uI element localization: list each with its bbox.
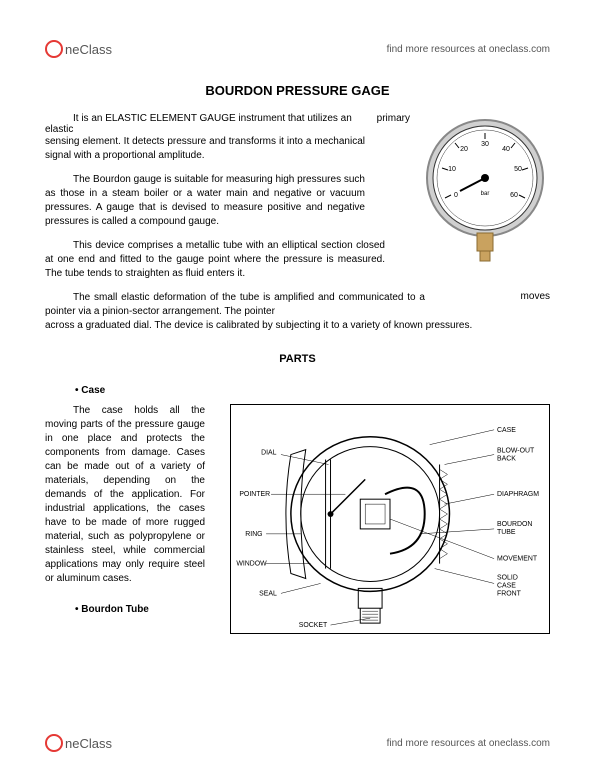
label-solid: SOLID CASE FRONT (497, 574, 522, 597)
paragraph-2: The Bourdon gauge is suitable for measur… (45, 173, 365, 229)
parts-subtitle: PARTS (45, 353, 550, 365)
logo-text: neClass (65, 42, 112, 57)
label-movement: MOVEMENT (497, 556, 538, 563)
paragraph-4-line: The small elastic deformation of the tub… (45, 291, 550, 319)
bullet-case: Case (75, 385, 550, 396)
gauge-tick-label: 20 (460, 146, 468, 153)
gauge-tick-label: 30 (481, 141, 489, 148)
paragraph-3: This device comprises a metallic tube wi… (45, 239, 385, 281)
label-bourdon: BOURDON TUBE (497, 521, 534, 536)
page-title: BOURDON PRESSURE GAGE (45, 83, 550, 98)
label-blowout: BLOW-OUT BACK (497, 448, 536, 463)
parts-section: The case holds all the moving parts of t… (45, 404, 550, 586)
paragraph-1-rest: sensing element. It detects pressure and… (45, 135, 365, 163)
footer-link[interactable]: find more resources at oneclass.com (387, 738, 550, 749)
label-pointer: POINTER (239, 491, 270, 498)
gauge-tick-label: 10 (448, 166, 456, 173)
page-footer: neClass find more resources at oneclass.… (45, 734, 550, 752)
logo: neClass (45, 40, 112, 58)
parts-diagram: CASE DIAL BLOW-OUT BACK POINTER DIAPHRAG… (230, 404, 550, 634)
para4-part-a: The small elastic deformation of the tub… (45, 291, 425, 319)
gauge-illustration: 30 20 40 10 50 0 60 bar (420, 113, 550, 263)
label-window: WINDOW (236, 561, 267, 568)
label-case: CASE (497, 427, 516, 434)
gauge-tick-label: 50 (514, 166, 522, 173)
footer-logo-text: neClass (65, 736, 112, 751)
label-socket: SOCKET (299, 622, 328, 629)
footer-logo-circle-icon (45, 734, 63, 752)
header-link[interactable]: find more resources at oneclass.com (387, 44, 550, 55)
logo-circle-icon (45, 40, 63, 58)
gauge-tick-label: 0 (454, 192, 458, 199)
page-header: neClass find more resources at oneclass.… (45, 40, 550, 58)
label-ring: RING (245, 531, 262, 538)
gauge-unit: bar (481, 191, 490, 197)
para1-part-a: It is an ELASTIC ELEMENT GAUGE instrumen… (45, 113, 377, 135)
paragraph-4-rest: across a graduated dial. The device is c… (45, 319, 550, 333)
label-diaphragm: DIAPHRAGM (497, 491, 539, 498)
label-seal: SEAL (259, 590, 277, 597)
label-dial: DIAL (261, 450, 277, 457)
gauge-tick-label: 60 (510, 192, 518, 199)
case-description: The case holds all the moving parts of t… (45, 404, 205, 586)
gauge-tick-label: 40 (502, 146, 510, 153)
para4-part-b: moves (521, 291, 550, 319)
content-body: 30 20 40 10 50 0 60 bar It is an ELASTIC… (45, 113, 550, 615)
para1-part-b: primary (377, 113, 410, 135)
footer-logo: neClass (45, 734, 112, 752)
